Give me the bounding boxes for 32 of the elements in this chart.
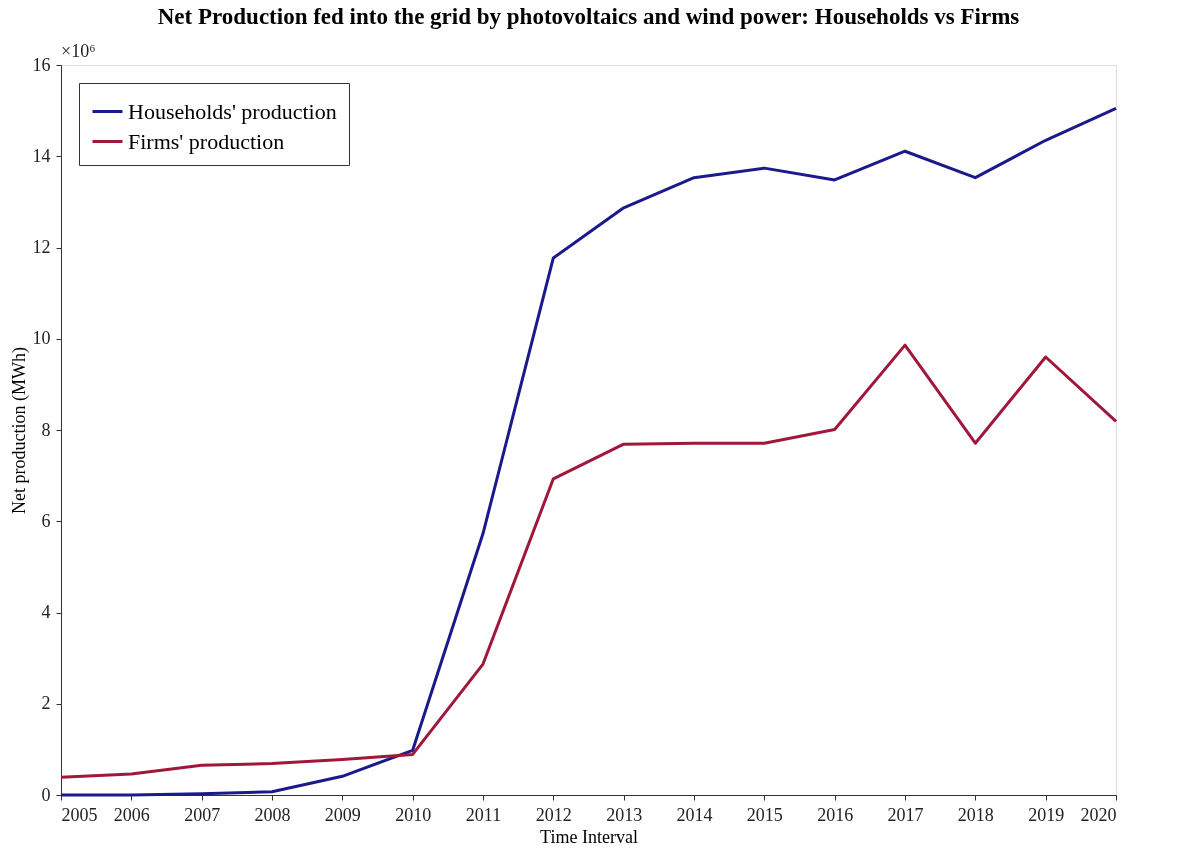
- x-tick-label: 2018: [957, 804, 994, 825]
- y-tick-label: 12: [32, 237, 51, 257]
- x-tick-label: 2014: [676, 804, 713, 825]
- y-axis-title: Net production (MWh): [8, 347, 30, 514]
- x-tick-label: 2010: [395, 804, 432, 825]
- x-tick-label: 2013: [606, 804, 643, 825]
- x-tick-label: 2009: [324, 804, 361, 825]
- x-tick-label: 2006: [113, 804, 150, 825]
- y-tick-label: 6: [41, 510, 51, 531]
- x-tick-label: 2012: [535, 804, 572, 825]
- y-tick-label: 14: [32, 145, 51, 166]
- y-tick-label: 8: [41, 419, 51, 440]
- x-tick-label: 2015: [746, 804, 783, 825]
- x-axis-title: Time Interval: [540, 826, 638, 847]
- text: ×10⁶: [61, 41, 96, 61]
- y-tick-label: 10: [32, 328, 51, 349]
- y-tick-label: 2: [41, 693, 51, 714]
- y-tick-label: 4: [41, 602, 51, 622]
- x-tick-label: 2020: [1080, 804, 1117, 825]
- x-tick-label: 2017: [887, 804, 924, 825]
- y-tick-label: 16: [32, 54, 51, 75]
- x-tick-label: 2011: [465, 804, 502, 825]
- x-tick-label: 2008: [254, 804, 291, 825]
- x-tick-label: 2019: [1028, 804, 1065, 825]
- line-series: [59, 343, 1118, 779]
- x-tick-label: 2016: [817, 804, 854, 825]
- legend-label: Households' production: [128, 98, 337, 124]
- x-tick-label: 2007: [184, 804, 221, 825]
- chart-title: Net Production fed into the grid by photovoltaics and wind power: Households vs Firms: [157, 4, 1020, 29]
- y-tick-label: 0: [41, 784, 51, 805]
- legend-label: Firms' production: [128, 128, 285, 154]
- x-tick-label: 2005: [61, 804, 98, 825]
